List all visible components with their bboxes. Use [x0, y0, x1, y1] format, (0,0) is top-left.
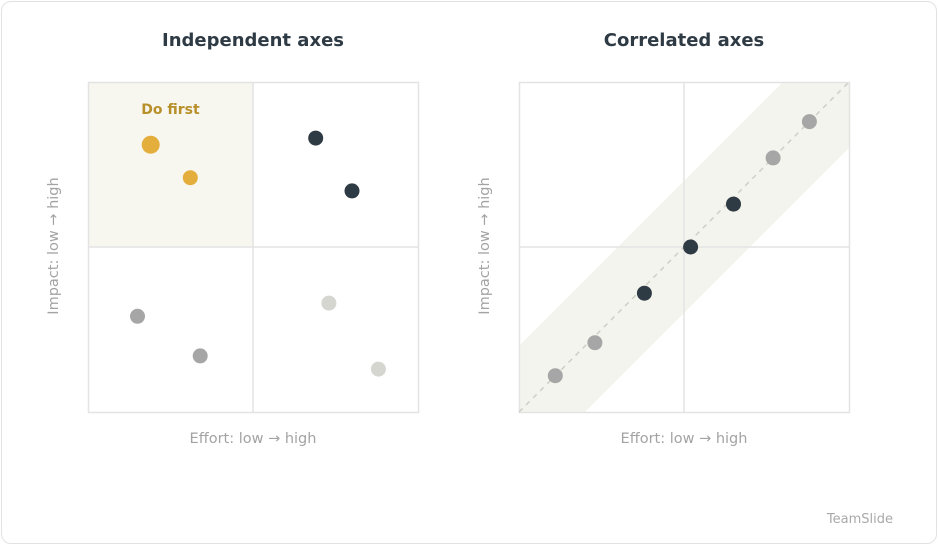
data-point-independent-8	[370, 361, 386, 377]
data-point-independent-1	[141, 135, 160, 154]
data-point-independent-3	[308, 130, 324, 146]
data-point-independent-6	[192, 348, 208, 364]
data-point-independent-7	[321, 295, 337, 311]
data-point-correlated-3	[636, 285, 652, 301]
data-point-correlated-2	[587, 335, 603, 351]
brand-footer: TeamSlide	[826, 512, 893, 527]
data-point-independent-2	[182, 170, 198, 186]
chart-title-independent: Independent axes	[162, 30, 344, 51]
y-axis-label-independent: Impact: low → high	[46, 177, 62, 315]
do-first-quadrant-highlight	[88, 82, 253, 247]
data-point-independent-4	[344, 183, 360, 199]
data-point-independent-5	[130, 308, 145, 324]
data-point-correlated-4	[683, 239, 699, 255]
data-point-correlated-6	[765, 150, 781, 166]
data-point-correlated-1	[547, 368, 563, 384]
data-point-correlated-5	[726, 196, 741, 212]
x-axis-label-correlated: Effort: low → high	[620, 431, 748, 447]
y-axis-label-correlated: Impact: low → high	[477, 177, 493, 315]
do-first-label: Do first	[141, 102, 200, 118]
x-axis-label-independent: Effort: low → high	[189, 431, 317, 447]
data-point-correlated-7	[801, 114, 817, 130]
chart-title-correlated: Correlated axes	[603, 30, 765, 51]
